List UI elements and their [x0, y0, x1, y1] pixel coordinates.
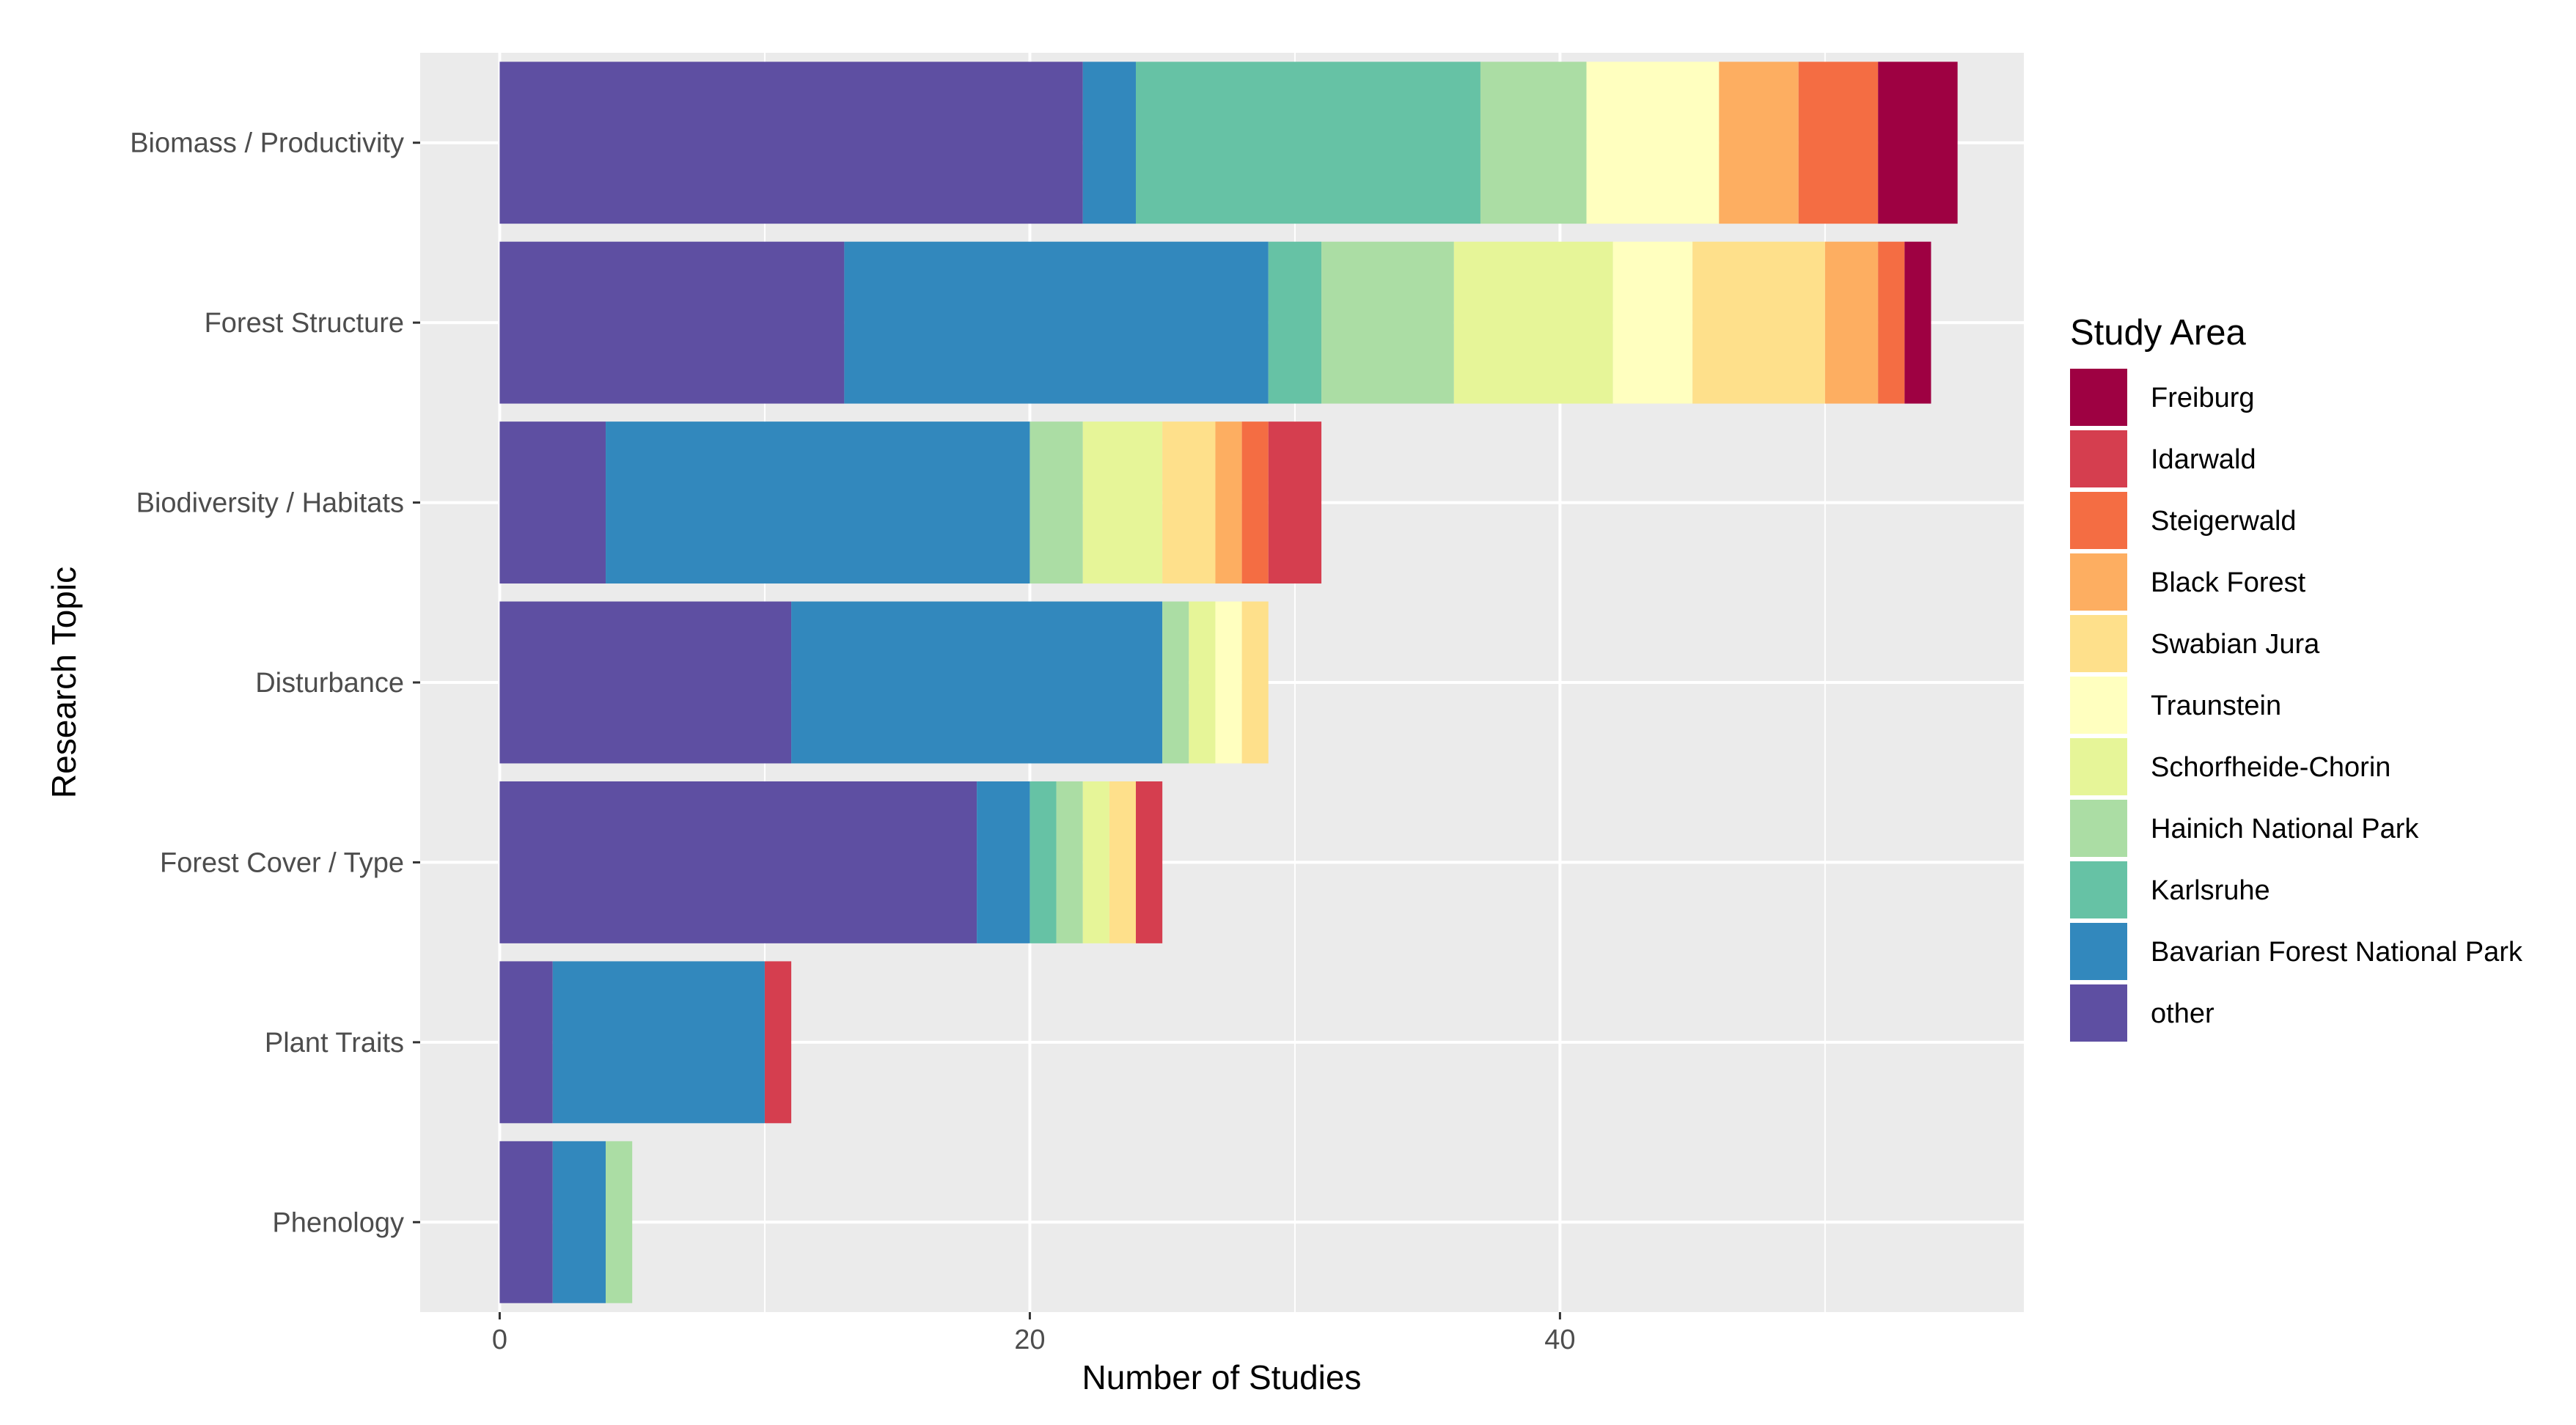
legend-key-bavarian-forest-national-park	[2070, 923, 2127, 980]
bar-segment-forest-structure-traunstein	[1612, 241, 1693, 404]
bar-segment-biodiversity-habitats-other	[499, 421, 606, 584]
bar-segment-biomass-productivity-karlsruhe	[1136, 62, 1480, 224]
legend-key-idarwald	[2070, 430, 2127, 487]
legend-label-karlsruhe: Karlsruhe	[2151, 875, 2270, 906]
legend-label-bavarian-forest-national-park: Bavarian Forest National Park	[2151, 937, 2523, 968]
bar-segment-forest-structure-swabian-jura	[1692, 241, 1825, 404]
bar-segment-forest-cover-type-schorfheide-chorin	[1082, 781, 1109, 943]
legend-key-traunstein	[2070, 677, 2127, 734]
bar-segment-biodiversity-habitats-black-forest	[1215, 421, 1242, 584]
legend-label-black-forest: Black Forest	[2151, 567, 2306, 598]
bar-segments	[499, 62, 1958, 1303]
legend-label-hainich-national-park: Hainich National Park	[2151, 814, 2419, 844]
bar-segment-biomass-productivity-freiburg	[1878, 62, 1958, 224]
bar-segment-disturbance-other	[499, 601, 792, 764]
bar-segment-biomass-productivity-steigerwald	[1798, 62, 1879, 224]
bar-segment-biodiversity-habitats-idarwald	[1268, 421, 1322, 584]
bar-segment-biomass-productivity-bavarian-forest-national-park	[1082, 62, 1137, 224]
legend-key-swabian-jura	[2070, 615, 2127, 672]
y-tick-label-disturbance: Disturbance	[255, 668, 404, 699]
bar-segment-phenology-hainich-national-park	[606, 1141, 633, 1303]
x-tick-label-20: 20	[1014, 1325, 1045, 1355]
legend-key-black-forest	[2070, 553, 2127, 611]
legend-label-idarwald: Idarwald	[2151, 444, 2256, 475]
legend-label-schorfheide-chorin: Schorfheide-Chorin	[2151, 752, 2390, 783]
legend-key-hainich-national-park	[2070, 800, 2127, 857]
bar-segment-forest-cover-type-idarwald	[1136, 781, 1163, 943]
bar-segment-biomass-productivity-traunstein	[1586, 62, 1720, 224]
bar-segment-forest-cover-type-bavarian-forest-national-park	[977, 781, 1030, 943]
x-axis-title: Number of Studies	[1082, 1358, 1362, 1396]
x-axis: 0 20 40	[492, 1312, 1576, 1355]
y-tick-label-plant-traits: Plant Traits	[265, 1028, 404, 1058]
bar-segment-disturbance-bavarian-forest-national-park	[791, 601, 1163, 764]
legend-title: Study Area	[2070, 313, 2246, 353]
x-tick-label-40: 40	[1544, 1325, 1575, 1355]
bar-segment-disturbance-schorfheide-chorin	[1189, 601, 1216, 764]
legend-label-traunstein: Traunstein	[2151, 691, 2281, 721]
y-tick-label-biodiversity-habitats: Biodiversity / Habitats	[136, 488, 404, 519]
bar-segment-forest-structure-steigerwald	[1878, 241, 1905, 404]
legend-key-other	[2070, 984, 2127, 1042]
bar-segment-forest-structure-karlsruhe	[1268, 241, 1322, 404]
legend-key-freiburg	[2070, 369, 2127, 426]
bar-segment-biomass-productivity-other	[499, 62, 1083, 224]
legend-label-freiburg: Freiburg	[2151, 383, 2255, 413]
bar-segment-forest-structure-black-forest	[1824, 241, 1879, 404]
bar-segment-plant-traits-bavarian-forest-national-park	[552, 961, 765, 1124]
bar-segment-biodiversity-habitats-hainich-national-park	[1030, 421, 1083, 584]
y-tick-label-phenology: Phenology	[272, 1207, 404, 1238]
bar-segment-biomass-productivity-black-forest	[1719, 62, 1799, 224]
bar-segment-forest-structure-other	[499, 241, 845, 404]
bar-segment-plant-traits-other	[499, 961, 553, 1124]
bar-segment-disturbance-traunstein	[1215, 601, 1242, 764]
bar-segment-forest-structure-freiburg	[1904, 241, 1931, 404]
bar-segment-biodiversity-habitats-bavarian-forest-national-park	[606, 421, 1030, 584]
legend-key-karlsruhe	[2070, 861, 2127, 918]
y-tick-label-forest-structure: Forest Structure	[205, 308, 404, 339]
bar-segment-forest-structure-schorfheide-chorin	[1453, 241, 1613, 404]
bar-segment-plant-traits-idarwald	[764, 961, 792, 1124]
x-tick-label-0: 0	[492, 1325, 507, 1355]
bar-segment-biodiversity-habitats-swabian-jura	[1162, 421, 1216, 584]
bar-segment-biodiversity-habitats-steigerwald	[1241, 421, 1269, 584]
bar-segment-forest-structure-hainich-national-park	[1321, 241, 1454, 404]
bar-segment-biomass-productivity-hainich-national-park	[1480, 62, 1587, 224]
bar-segment-disturbance-swabian-jura	[1241, 601, 1269, 764]
y-tick-label-biomass-productivity: Biomass / Productivity	[130, 128, 404, 159]
legend: Study Area Freiburg Idarwald Steigerwald Bl…	[2070, 313, 2523, 1042]
bar-segment-biodiversity-habitats-schorfheide-chorin	[1082, 421, 1163, 584]
legend-key-steigerwald	[2070, 492, 2127, 549]
legend-label-swabian-jura: Swabian Jura	[2151, 629, 2320, 660]
legend-label-other: other	[2151, 998, 2214, 1029]
bar-segment-forest-structure-bavarian-forest-national-park	[844, 241, 1269, 404]
y-axis: Biomass / Productivity Forest Structure Bi…	[130, 128, 420, 1238]
bar-segment-disturbance-hainich-national-park	[1162, 601, 1189, 764]
y-tick-label-forest-cover-type: Forest Cover / Type	[160, 847, 404, 878]
bar-segment-forest-cover-type-hainich-national-park	[1056, 781, 1083, 943]
bar-segment-phenology-other	[499, 1141, 553, 1303]
legend-label-steigerwald: Steigerwald	[2151, 506, 2297, 537]
bar-segment-forest-cover-type-karlsruhe	[1030, 781, 1057, 943]
bar-segment-forest-cover-type-other	[499, 781, 977, 943]
y-axis-title: Research Topic	[45, 567, 83, 798]
bar-segment-forest-cover-type-swabian-jura	[1109, 781, 1137, 943]
bar-segment-phenology-bavarian-forest-national-park	[552, 1141, 606, 1303]
legend-key-schorfheide-chorin	[2070, 738, 2127, 795]
